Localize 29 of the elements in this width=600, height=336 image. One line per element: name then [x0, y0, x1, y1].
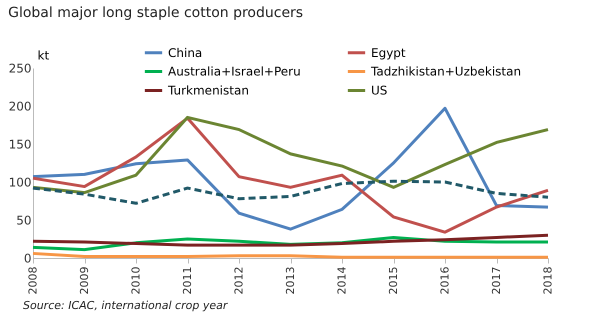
x-tick-label: 2008: [26, 266, 40, 294]
x-tick-label: 2014: [336, 266, 348, 294]
legend-label: US: [371, 84, 388, 98]
x-tick-label: 2017: [490, 266, 503, 294]
y-tick-label: 50: [16, 214, 32, 228]
line-series: [32, 234, 550, 247]
y-tick-label: 250: [8, 62, 32, 76]
source-note: Source: ICAC, international crop year: [23, 299, 229, 312]
legend-label: Turkmenistan: [167, 84, 249, 98]
legend-label: Tadzhikistan+Uzbekistan: [370, 64, 522, 78]
x-tick-label: 2010: [130, 266, 142, 294]
y-tick-label: 100: [8, 176, 32, 190]
x-tick-label: 2009: [78, 266, 91, 294]
x-tick-label: 2011: [181, 266, 194, 294]
line-series: [32, 180, 550, 205]
legend-label: Australia+Israel+Peru: [168, 64, 301, 78]
y-tick-label: 200: [8, 100, 32, 114]
legend-label: Egypt: [371, 46, 406, 60]
legend-label: China: [168, 46, 202, 60]
x-tick-label: 2015: [387, 266, 400, 294]
line-series: [32, 116, 550, 194]
y-axis-title: kt: [38, 48, 50, 62]
x-tick-label: 2012: [232, 266, 246, 294]
x-tick-label: 2018: [542, 266, 554, 294]
y-tick-label: 150: [8, 138, 32, 152]
x-tick-label: 2013: [284, 266, 297, 294]
x-tick-label: 2016: [438, 266, 452, 294]
chart-title: Global major long staple cotton producers: [8, 5, 304, 21]
y-tick-label: 0: [24, 252, 32, 266]
